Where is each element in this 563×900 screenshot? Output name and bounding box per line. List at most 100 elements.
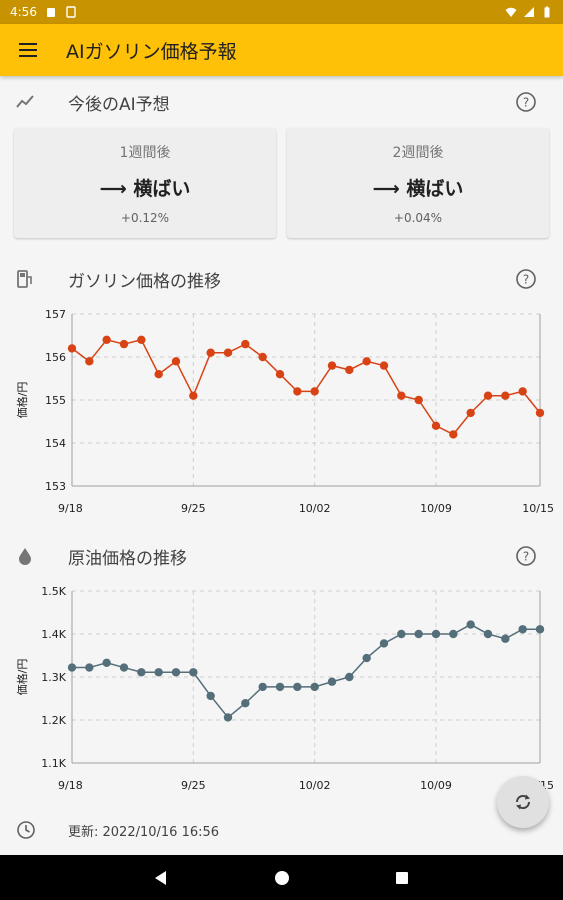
- back-icon: [155, 871, 166, 885]
- data-point: [310, 387, 319, 396]
- data-point: [102, 658, 111, 668]
- data-point: [449, 629, 458, 639]
- recents-icon: [396, 872, 408, 884]
- status-bar: 4:56: [0, 0, 563, 24]
- data-point: [518, 387, 527, 396]
- gasoline-title: ガソリン価格の推移: [68, 271, 221, 292]
- data-point: [102, 335, 111, 344]
- data-point: [171, 357, 181, 366]
- data-point: [431, 629, 441, 639]
- forecast-title: 今後のAI予想: [68, 94, 170, 115]
- data-point: [85, 357, 94, 366]
- data-point: [137, 335, 146, 344]
- y-tick-label: 153: [45, 480, 66, 493]
- updated-text: 更新: 2022/10/16 16:56: [68, 824, 220, 840]
- data-point: [154, 668, 163, 677]
- svg-text:?: ?: [523, 96, 529, 110]
- y-tick-label: 1.5K: [41, 585, 66, 598]
- battery-icon: [544, 6, 550, 18]
- app-bar: AIガソリン価格予報: [0, 24, 563, 76]
- card-trend: ⟶ 横ばい: [372, 178, 464, 200]
- data-point: [362, 653, 371, 663]
- fuel-pump-icon: [17, 270, 32, 288]
- trending-icon: [16, 95, 34, 108]
- crude-title: 原油価格の推移: [68, 548, 187, 569]
- data-point: [275, 682, 285, 692]
- oil-drop-icon: [19, 548, 31, 565]
- y-axis-label: 価格/円: [15, 382, 29, 419]
- data-point: [223, 348, 233, 357]
- data-point: [362, 357, 371, 366]
- data-point: [414, 629, 423, 639]
- data-point: [535, 408, 545, 418]
- help-icon[interactable]: ?: [515, 545, 537, 567]
- data-point: [431, 421, 441, 430]
- home-button[interactable]: [271, 867, 293, 889]
- menu-icon[interactable]: [0, 24, 56, 76]
- data-point: [241, 699, 250, 708]
- x-tick-label: 9/25: [181, 502, 206, 515]
- data-point: [171, 668, 181, 677]
- data-point: [379, 361, 389, 370]
- data-point: [414, 395, 423, 405]
- data-point: [258, 352, 267, 362]
- data-point: [345, 672, 354, 682]
- data-point: [275, 370, 285, 379]
- svg-text:?: ?: [523, 550, 529, 564]
- gasoline-header: ガソリン価格の推移 ?: [0, 264, 563, 294]
- help-icon[interactable]: ?: [515, 268, 537, 290]
- help-icon[interactable]: ?: [515, 91, 537, 113]
- series-line: [71, 338, 541, 436]
- recents-button[interactable]: [391, 867, 413, 889]
- y-tick-label: 156: [45, 351, 66, 364]
- y-axis-label: 価格/円: [15, 659, 29, 696]
- back-button[interactable]: [150, 867, 172, 889]
- crude-header: 原油価格の推移 ?: [0, 541, 563, 571]
- sim-icon: [66, 6, 76, 18]
- app-title: AIガソリン価格予報: [66, 40, 237, 63]
- y-tick-label: 1.1K: [41, 757, 66, 770]
- updated-row: 更新: 2022/10/16 16:56: [0, 815, 563, 845]
- data-point: [67, 663, 77, 672]
- svg-text:?: ?: [523, 273, 529, 287]
- data-point: [293, 682, 302, 692]
- data-point: [501, 391, 510, 400]
- forecast-card-1week: 1週間後 ⟶ 横ばい +0.12%: [14, 128, 276, 238]
- data-point: [483, 391, 493, 400]
- data-point: [449, 430, 458, 439]
- card-label: 2週間後: [392, 145, 444, 161]
- x-tick-label: 9/18: [58, 779, 83, 792]
- refresh-icon: [515, 794, 531, 810]
- data-point: [241, 339, 250, 349]
- card-trend: ⟶ 横ばい: [99, 178, 191, 200]
- data-point: [189, 391, 198, 400]
- card-percent: +0.12%: [120, 211, 170, 225]
- series-line: [72, 623, 540, 719]
- data-point: [518, 625, 527, 634]
- data-point: [483, 629, 493, 639]
- card-label: 1週間後: [119, 145, 171, 161]
- card-percent: +0.04%: [393, 211, 443, 225]
- data-point: [466, 620, 475, 629]
- y-tick-label: 155: [45, 394, 66, 407]
- data-point: [397, 391, 406, 400]
- home-icon: [275, 871, 289, 885]
- crude-chart-svg: 1.1K1.2K1.3K1.4K1.5K9/189/2510/0210/0910…: [15, 585, 554, 792]
- gasoline-chart-svg: 153 154 155 156 157 9/18 9/25 10/02 10/09 10/15 価格…: [15, 308, 554, 515]
- forecast-card-2week: 2週間後 ⟶ 横ばい +0.04%: [287, 128, 549, 238]
- refresh-button[interactable]: [497, 776, 549, 828]
- x-tick-label: 10/09: [420, 779, 452, 792]
- y-tick-label: 154: [45, 437, 66, 450]
- data-point: [466, 408, 475, 418]
- data-point: [223, 713, 233, 722]
- y-tick-label: 1.2K: [41, 714, 66, 727]
- x-tick-label: 10/02: [299, 502, 331, 515]
- x-tick-label: 9/18: [58, 502, 83, 515]
- y-tick-label: 1.4K: [41, 628, 66, 641]
- status-time: 4:56: [10, 5, 37, 19]
- wifi-icon: [505, 7, 517, 17]
- data-point: [206, 348, 215, 357]
- data-point: [397, 629, 406, 639]
- y-tick-label: 157: [45, 308, 66, 321]
- data-point: [345, 365, 354, 375]
